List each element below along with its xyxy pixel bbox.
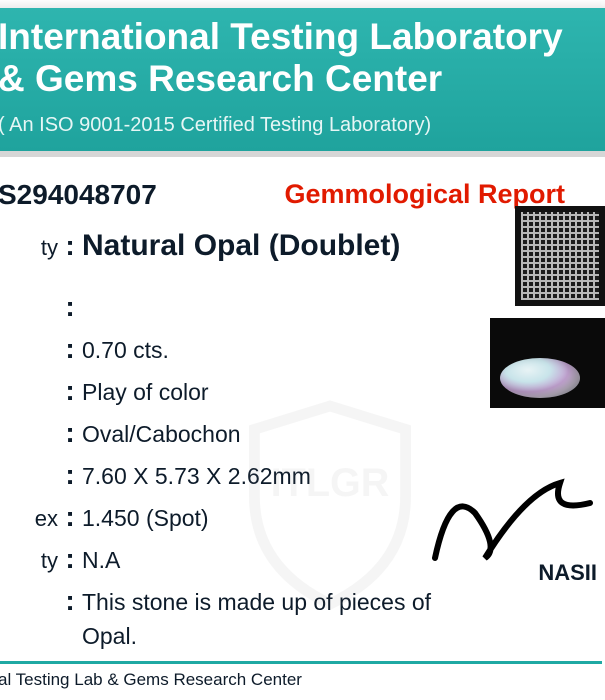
lab-title-line2: & Gems Research Center: [0, 59, 602, 100]
weight-value: 0.70 cts.: [82, 337, 169, 364]
row-comment1: : This stone is made up of pieces of: [0, 585, 602, 617]
lab-title-line1: International Testing Laboratory: [0, 18, 602, 57]
row-comment2: : Opal.: [0, 619, 602, 651]
row-variety: ty : Natural Opal (Doublet): [0, 229, 602, 263]
report-type-label: Gemmological Report: [284, 179, 565, 210]
variety-value: Natural Opal (Doublet): [82, 229, 400, 263]
sg-value: N.A: [82, 547, 120, 574]
ri-label: ex: [0, 506, 58, 532]
row-cut: : Oval/Cabochon: [0, 417, 602, 449]
gemstone-photo: [490, 318, 605, 408]
certificate-footer: al Testing Lab & Gems Research Center: [0, 661, 602, 690]
phenomenon-value: Play of color: [82, 379, 209, 406]
comment-line1: This stone is made up of pieces of: [82, 589, 431, 616]
sg-label: ty: [0, 548, 58, 574]
comment-line2: Opal.: [82, 623, 137, 650]
certificate-header: ™ International Testing Laboratory & Gem…: [0, 8, 605, 157]
signature: [430, 458, 605, 568]
variety-label: ty: [0, 235, 58, 261]
ri-value: 1.450 (Spot): [82, 505, 209, 532]
iso-certification: ( An ISO 9001-2015 Certified Testing Lab…: [0, 114, 602, 137]
qr-code-icon: [515, 206, 605, 306]
cut-value: Oval/Cabochon: [82, 421, 241, 448]
opal-stone: [500, 358, 580, 398]
signatory-name: NASII: [538, 560, 597, 586]
dimensions-value: 7.60 X 5.73 X 2.62mm: [82, 463, 311, 490]
